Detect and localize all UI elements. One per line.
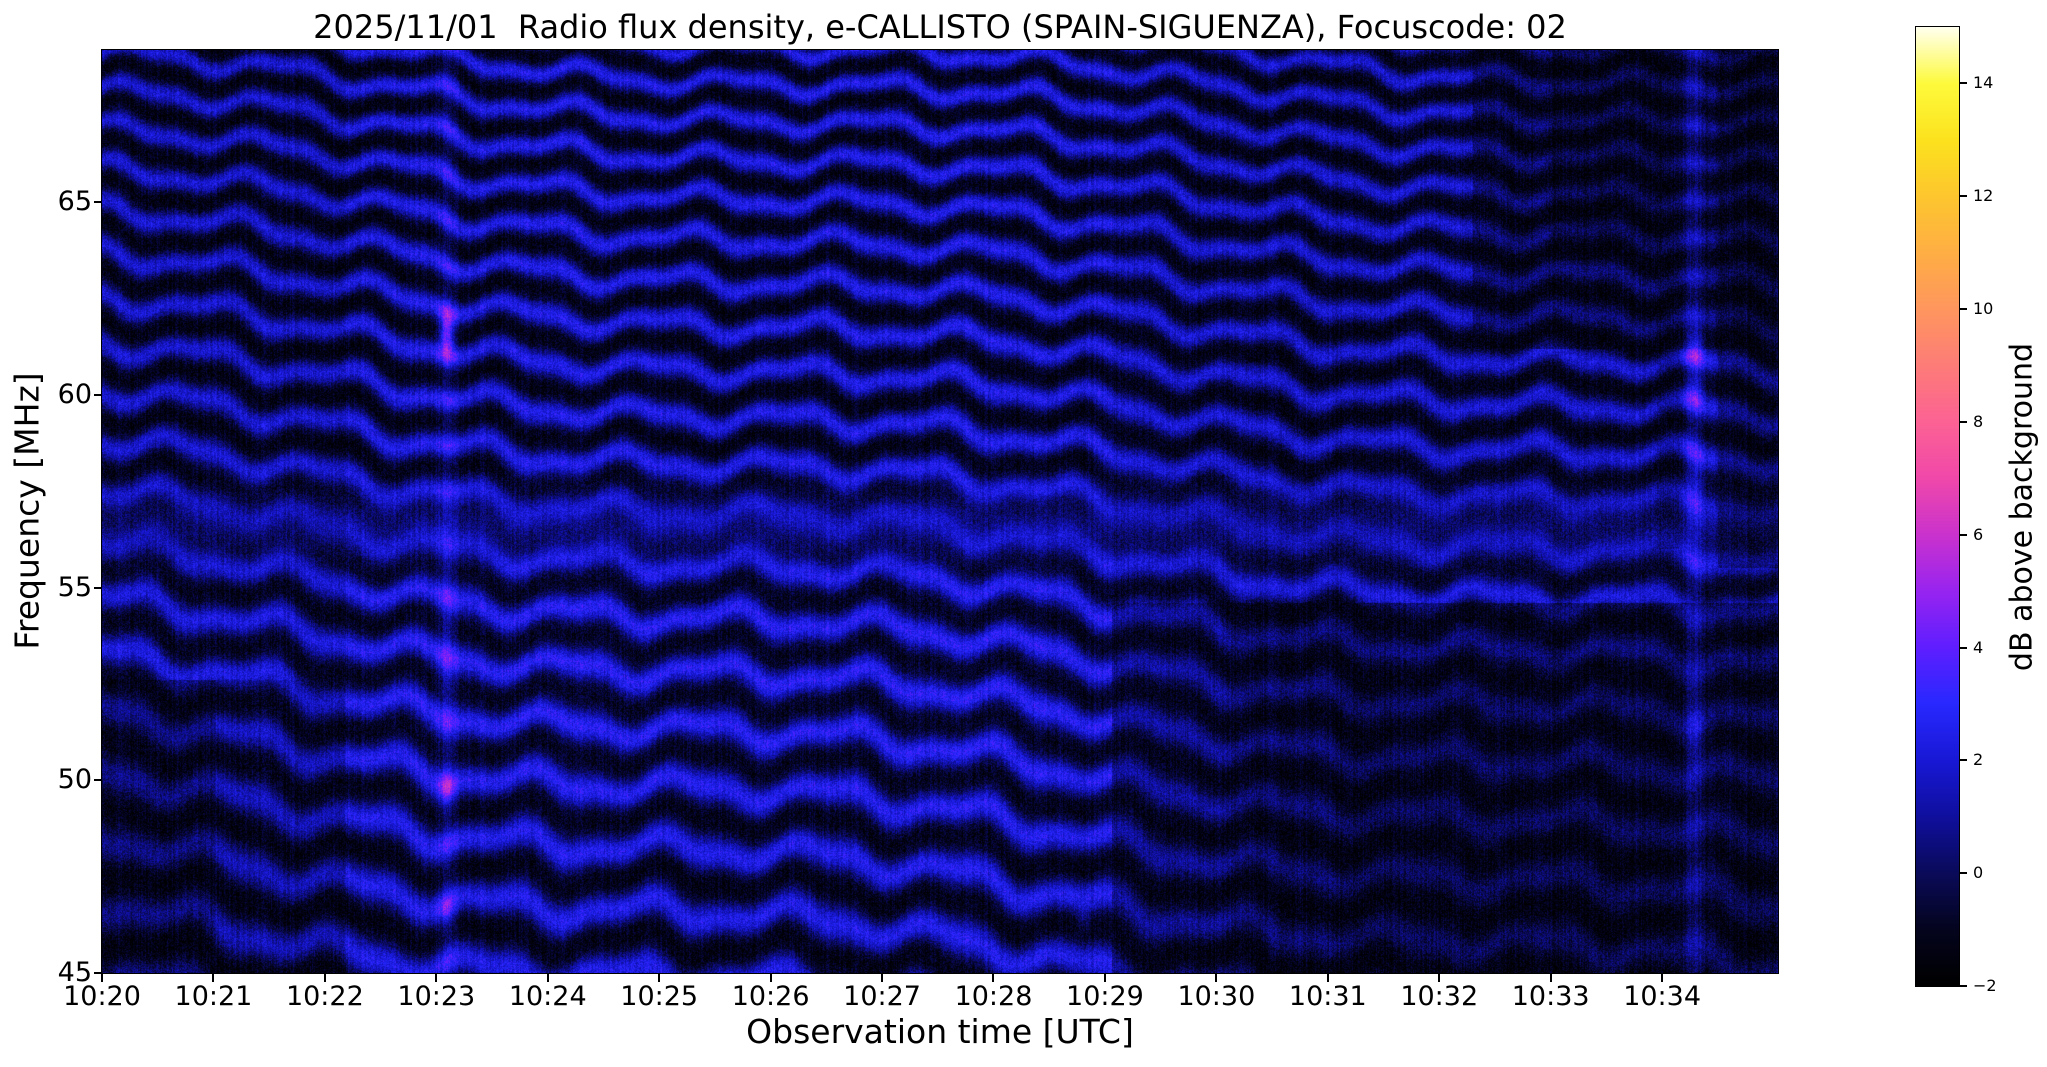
x-tick-label: 10:30 [1177, 981, 1256, 1012]
x-tick-mark [212, 974, 215, 982]
x-tick-mark [1103, 974, 1106, 982]
x-tick-label: 10:34 [1623, 981, 1701, 1012]
colorbar-tick-mark [1960, 533, 1967, 536]
colorbar-tick-label: 10 [1973, 299, 1994, 319]
x-tick-mark [101, 974, 103, 982]
colorbar-tick-label: 4 [1973, 637, 1984, 657]
y-tick-label: 65 [57, 186, 92, 218]
x-tick-mark [323, 974, 326, 982]
y-tick-mark [94, 393, 102, 396]
x-tick-mark [1549, 974, 1552, 982]
colorbar-tick-label: 2 [1973, 750, 1984, 770]
x-tick-label: 10:23 [397, 981, 476, 1012]
x-tick-label: 10:25 [620, 981, 699, 1012]
y-tick-label: 45 [57, 957, 92, 988]
x-tick-mark [1215, 974, 1218, 982]
x-tick-mark [546, 974, 549, 982]
x-tick-mark [769, 974, 772, 982]
y-tick-mark [94, 586, 102, 589]
colorbar-tick-mark [1960, 985, 1967, 987]
x-tick-mark [1326, 974, 1329, 982]
colorbar-tick-label: 12 [1973, 186, 1994, 206]
colorbar-tick-mark [1960, 308, 1967, 311]
colorbar-tick-mark [1960, 646, 1967, 649]
colorbar-tick-mark [1960, 195, 1967, 198]
colorbar-tick-label: 6 [1973, 524, 1984, 544]
x-tick-label: 10:26 [731, 981, 810, 1012]
x-tick-label: 10:27 [843, 981, 921, 1012]
colorbar-tick-mark [1960, 759, 1967, 762]
colorbar-tick-mark [1960, 420, 1967, 423]
spectrogram-heatmap [102, 50, 1778, 973]
x-tick-mark [881, 974, 884, 982]
x-tick-label: 10:28 [954, 981, 1033, 1012]
colorbar-tick-mark [1960, 872, 1967, 875]
y-tick-label: 50 [57, 764, 92, 796]
plot-frame [101, 49, 1779, 974]
x-tick-label: 10:32 [1400, 981, 1479, 1012]
x-tick-label: 10:31 [1288, 981, 1367, 1012]
colorbar-tick-label: 0 [1973, 863, 1984, 883]
x-tick-mark [658, 974, 661, 982]
x-tick-label: 10:29 [1066, 981, 1144, 1012]
y-axis-label: Frequency [MHz] [7, 372, 47, 650]
x-tick-mark [1438, 974, 1441, 982]
x-tick-label: 10:24 [508, 981, 587, 1012]
y-tick-mark [94, 972, 102, 974]
colorbar-tick-mark [1960, 82, 1967, 85]
colorbar-frame [1915, 26, 1960, 987]
x-tick-mark [435, 974, 438, 982]
x-tick-label: 10:21 [174, 981, 253, 1012]
x-tick-label: 10:20 [63, 981, 141, 1012]
y-tick-label: 55 [57, 571, 92, 603]
y-tick-mark [94, 201, 102, 204]
x-tick-mark [992, 974, 995, 982]
colorbar-tick-label: 14 [1973, 73, 1994, 93]
y-tick-label: 60 [57, 378, 92, 410]
y-tick-mark [94, 779, 102, 782]
x-tick-mark [1661, 974, 1664, 982]
colorbar-label: dB above background [2004, 342, 2040, 672]
x-axis-label: Observation time [UTC] [746, 1012, 1134, 1051]
chart-title: 2025/11/01 Radio flux density, e-CALLIST… [313, 8, 1567, 46]
x-tick-label: 10:22 [285, 981, 364, 1012]
colorbar-tick-label: −2 [1973, 976, 1997, 995]
colorbar-gradient [1916, 27, 1959, 986]
colorbar-tick-label: 8 [1973, 411, 1984, 431]
x-tick-label: 10:33 [1511, 981, 1590, 1012]
